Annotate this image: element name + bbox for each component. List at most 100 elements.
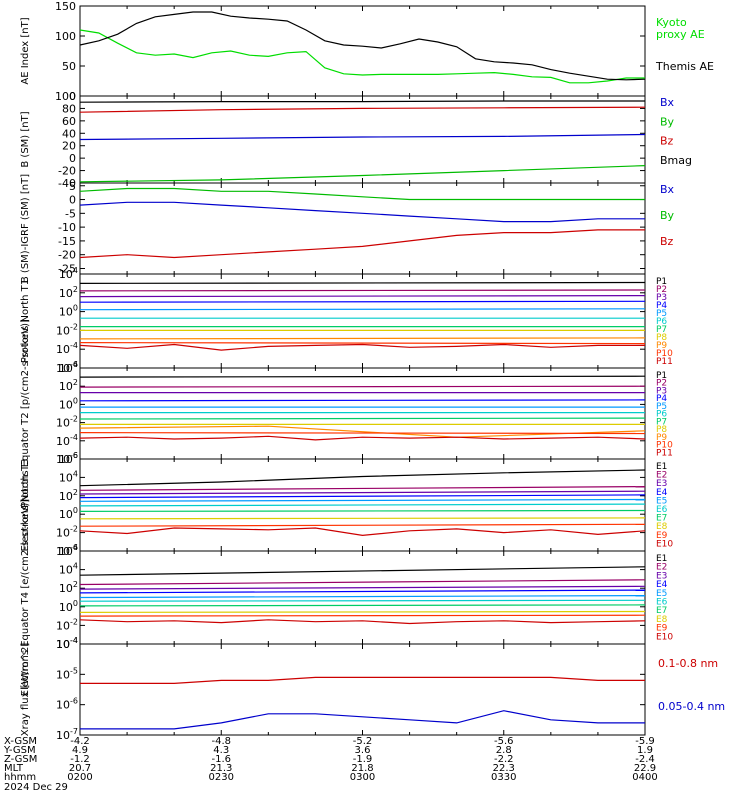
y-tick-label: 102 bbox=[59, 378, 78, 393]
legend-p11: P11 bbox=[656, 357, 673, 367]
y-tick-label: 100 bbox=[55, 90, 76, 103]
legend-e10: E10 bbox=[656, 632, 673, 642]
series-line-e1 bbox=[79, 469, 646, 487]
legend-p3: P3 bbox=[656, 293, 667, 303]
y-tick-label: 10-4 bbox=[56, 636, 78, 651]
legend-themis-ae: Themis AE bbox=[655, 60, 714, 73]
footer-value: -1.2 bbox=[70, 754, 90, 765]
footer-value: 1.9 bbox=[637, 745, 653, 756]
y-tick-label: 10-7 bbox=[56, 727, 78, 742]
series-line-e4 bbox=[79, 589, 646, 594]
legend-p2: P2 bbox=[656, 379, 667, 389]
series-line-e7 bbox=[79, 604, 646, 607]
series-line-p9 bbox=[79, 337, 646, 340]
y-tick-label: -10 bbox=[58, 221, 76, 234]
series-line-bx bbox=[79, 187, 645, 201]
series-line-p9 bbox=[79, 425, 646, 438]
y-tick-label: 10-2 bbox=[56, 415, 78, 430]
legend-p7: P7 bbox=[656, 325, 667, 335]
legend-e10: E10 bbox=[656, 539, 673, 549]
legend-bz: Bz bbox=[660, 135, 674, 148]
y-tick-label: 100 bbox=[55, 30, 76, 43]
y-tick-label: 0 bbox=[69, 90, 76, 103]
y-tick-label: 10-4 bbox=[56, 433, 78, 448]
series-line-p4 bbox=[79, 300, 646, 303]
legend-p10: P10 bbox=[656, 441, 673, 451]
legend-p7: P7 bbox=[656, 417, 667, 427]
footer-value: -4.8 bbox=[211, 736, 231, 747]
legend-p4: P4 bbox=[656, 394, 667, 404]
series-line-bz bbox=[79, 229, 645, 259]
series-line-p7 bbox=[79, 417, 646, 420]
legend-e9: E9 bbox=[656, 624, 668, 634]
series-line-p11 bbox=[79, 343, 645, 351]
legend-p1: P1 bbox=[656, 277, 667, 287]
series-line-p4 bbox=[79, 399, 646, 402]
legend-e7: E7 bbox=[656, 606, 667, 616]
series-line-by bbox=[79, 165, 646, 183]
legend-e5: E5 bbox=[656, 589, 667, 599]
y-tick-label: 10-6 bbox=[56, 360, 78, 375]
footer-value: 4.3 bbox=[213, 745, 229, 756]
legend-by: By bbox=[660, 115, 675, 128]
legend-p3: P3 bbox=[656, 386, 667, 396]
panel-7: 106 104 102 100 10-2 10-4 Electrons Equator T4… bbox=[20, 499, 673, 696]
series-line-p10 bbox=[79, 342, 646, 345]
y-tick-label: -20 bbox=[58, 249, 76, 262]
y-tick-label: 104 bbox=[59, 266, 78, 281]
series-line-e10 bbox=[79, 619, 646, 625]
y-tick-label: 150 bbox=[55, 0, 76, 13]
panel-5: 104 102 100 10-2 10-4 10-6 Protons Equator T2 … bbox=[20, 319, 673, 508]
series-line-e1 bbox=[79, 566, 646, 576]
y-tick-label: 10-2 bbox=[56, 617, 78, 632]
legend-kyoto: Kyoto bbox=[656, 16, 687, 29]
series-line-e2 bbox=[79, 579, 646, 586]
y-tick-label: 104 bbox=[59, 469, 78, 484]
legend-p9: P9 bbox=[656, 341, 667, 351]
footer-value: 22.3 bbox=[493, 763, 515, 774]
y-tick-label: 10-4 bbox=[56, 636, 78, 651]
legend-p11: P11 bbox=[656, 448, 673, 458]
series-line-bmag bbox=[79, 100, 645, 103]
y-tick-label: 102 bbox=[59, 580, 78, 595]
y-tick-label: 10-2 bbox=[56, 322, 78, 337]
y-tick-label: 20 bbox=[62, 140, 76, 153]
y-tick-label: 10-5 bbox=[56, 666, 78, 681]
y-axis-label: Protons North T1 bbox=[20, 279, 31, 363]
y-axis-label: Xray flux [W/m^2] bbox=[20, 643, 31, 737]
legend-e3: E3 bbox=[656, 571, 667, 581]
series-line-e5 bbox=[79, 498, 646, 502]
series-line-p11 bbox=[79, 435, 646, 441]
y-tick-label: 0 bbox=[69, 152, 76, 165]
footer-value: -2.4 bbox=[635, 754, 655, 765]
footer-label: hhmm bbox=[4, 772, 36, 783]
series-line-e6 bbox=[79, 599, 646, 602]
legend-e1: E1 bbox=[656, 554, 667, 564]
series-line-p1 bbox=[79, 281, 646, 284]
legend-p10: P10 bbox=[656, 349, 673, 359]
footer-value: 22.9 bbox=[634, 763, 656, 774]
legend-e6: E6 bbox=[656, 505, 668, 515]
y-tick-label: 106 bbox=[59, 543, 78, 558]
panel-frame bbox=[79, 95, 646, 184]
legend-e8: E8 bbox=[656, 522, 668, 532]
series-line-p3 bbox=[79, 295, 646, 298]
legend-p9: P9 bbox=[656, 433, 667, 443]
series-line-kyoto-proxy-ae bbox=[79, 29, 645, 84]
series-line-p2 bbox=[79, 385, 646, 388]
series-line-e7 bbox=[79, 509, 646, 512]
legend-xray-short: 0.05-0.4 nm bbox=[658, 700, 725, 713]
footer-value: 3.6 bbox=[355, 745, 371, 756]
legend-bmag: Bmag bbox=[660, 154, 692, 167]
legend-bx: Bx bbox=[660, 183, 675, 196]
series-line-e10 bbox=[79, 527, 646, 537]
series-line-e2 bbox=[79, 486, 646, 491]
legend-p1: P1 bbox=[656, 371, 667, 381]
y-axis-label: Electrons North T3 bbox=[20, 458, 31, 551]
footer-value: -1.6 bbox=[211, 754, 231, 765]
y-tick-label: 10-6 bbox=[56, 451, 78, 466]
y-axis-label: Electrons Equator T4 [e/(cm2-s-sr-keV)] bbox=[20, 499, 31, 696]
y-tick-label: -20 bbox=[58, 165, 76, 178]
